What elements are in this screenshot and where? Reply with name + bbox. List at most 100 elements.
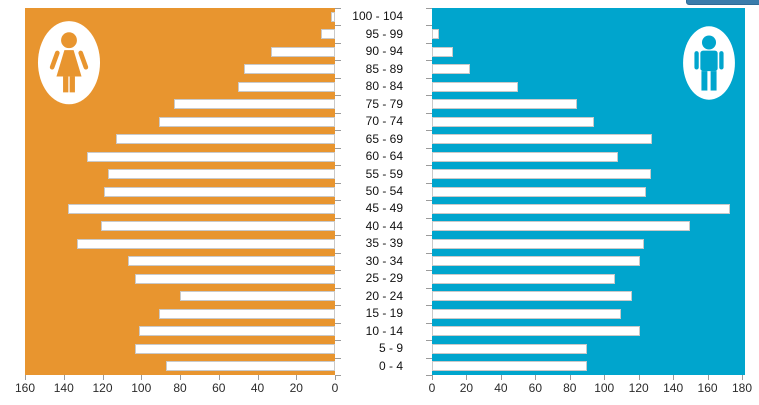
row-tick [335, 287, 341, 289]
row-tick [335, 305, 341, 307]
bar-male-20-24[interactable] [432, 291, 632, 302]
bar-male-0-4[interactable] [432, 361, 587, 372]
x-axis-tick [63, 375, 65, 380]
female-icon [37, 21, 101, 105]
row-tick [426, 182, 432, 184]
bar-female-50-54[interactable] [104, 186, 335, 197]
row-tick [426, 25, 432, 27]
bar-female-5-9[interactable] [135, 343, 335, 354]
age-group-label-55-59: 55 - 59 [365, 166, 403, 181]
row-tick [426, 305, 432, 307]
bar-female-60-64[interactable] [87, 151, 335, 162]
bar-male-55-59[interactable] [432, 169, 651, 180]
row-tick [335, 165, 341, 167]
row-tick [335, 340, 341, 342]
row-tick [335, 42, 341, 44]
bar-female-25-29[interactable] [135, 273, 335, 284]
bar-female-95-99[interactable] [321, 29, 335, 40]
bar-female-30-34[interactable] [127, 256, 335, 267]
bar-male-45-49[interactable] [432, 203, 730, 214]
bar-male-70-74[interactable] [432, 116, 594, 127]
row-tick [426, 60, 432, 62]
x-axis-tick [180, 375, 181, 380]
age-group-label-100-104: 100 - 104 [352, 9, 403, 24]
bar-male-65-69[interactable] [432, 134, 653, 145]
x-axis-label-male-100: 100 [594, 381, 615, 395]
age-group-label-5-9: 5 - 9 [378, 341, 403, 356]
bar-male-90-94[interactable] [432, 46, 453, 57]
bar-male-50-54[interactable] [432, 186, 646, 197]
male-icon [683, 26, 735, 100]
row-tick [426, 77, 432, 79]
x-axis-tick [335, 375, 336, 380]
x-axis-tick [296, 375, 298, 380]
row-tick [426, 95, 432, 97]
bar-male-35-39[interactable] [432, 238, 644, 249]
bar-male-15-19[interactable] [432, 308, 622, 319]
x-axis-tick [218, 375, 220, 380]
row-tick [335, 235, 341, 237]
age-group-label-50-54: 50 - 54 [365, 184, 403, 198]
row-tick [335, 357, 341, 359]
row-tick [426, 270, 432, 272]
partial-button[interactable] [686, 0, 759, 5]
age-group-label-30-34: 30 - 34 [365, 253, 403, 268]
row-tick [335, 217, 341, 219]
bar-male-80-84[interactable] [432, 81, 519, 92]
x-axis-tick [604, 375, 606, 380]
bar-male-75-79[interactable] [432, 99, 577, 110]
age-group-label-0-4: 0 - 4 [378, 358, 403, 373]
x-axis-label-female-40: 40 [250, 381, 265, 395]
bar-male-60-64[interactable] [432, 151, 618, 162]
bar-female-65-69[interactable] [116, 134, 335, 145]
bar-male-25-29[interactable] [432, 273, 615, 284]
row-tick [426, 130, 432, 132]
bar-female-0-4[interactable] [166, 361, 335, 372]
row-tick [426, 287, 432, 289]
bar-female-90-94[interactable] [271, 46, 335, 57]
x-axis-label-female-140: 140 [53, 381, 74, 395]
age-group-label-85-89: 85 - 89 [365, 61, 403, 76]
row-tick [335, 252, 341, 254]
bar-female-15-19[interactable] [158, 308, 335, 319]
bar-female-10-14[interactable] [139, 326, 335, 337]
bar-male-95-99[interactable] [432, 29, 439, 40]
bar-female-70-74[interactable] [158, 116, 335, 127]
age-group-label-25-29: 25 - 29 [365, 271, 403, 286]
row-tick [335, 147, 341, 149]
bar-female-35-39[interactable] [77, 238, 335, 249]
bar-male-85-89[interactable] [432, 64, 470, 75]
row-tick [335, 8, 341, 9]
x-axis-tick [141, 375, 143, 380]
row-tick [426, 165, 432, 167]
row-tick [335, 95, 341, 97]
bar-female-100-104[interactable] [331, 11, 335, 22]
bar-female-55-59[interactable] [108, 169, 335, 180]
bar-male-5-9[interactable] [432, 343, 587, 354]
x-axis-label-male-180: 180 [731, 381, 753, 395]
bar-female-85-89[interactable] [243, 64, 335, 75]
row-tick [426, 357, 432, 359]
bar-female-45-49[interactable] [67, 203, 335, 214]
bar-female-40-44[interactable] [100, 221, 335, 232]
bar-male-40-44[interactable] [432, 221, 691, 232]
row-tick [335, 200, 341, 202]
age-group-label-40-44: 40 - 44 [365, 218, 403, 233]
row-tick [426, 147, 432, 149]
x-axis-tick [638, 375, 640, 380]
bar-male-30-34[interactable] [432, 256, 641, 267]
x-axis-label-male-140: 140 [663, 381, 684, 395]
age-group-label-95-99: 95 - 99 [365, 26, 403, 41]
x-axis-label-female-20: 20 [289, 381, 303, 395]
bar-female-80-84[interactable] [238, 81, 335, 92]
bar-female-20-24[interactable] [180, 291, 335, 302]
x-axis-tick [25, 375, 26, 380]
age-group-label-20-24: 20 - 24 [365, 288, 403, 303]
row-tick [426, 42, 432, 44]
bar-female-75-79[interactable] [174, 99, 335, 110]
row-tick [335, 60, 341, 62]
age-group-label-60-64: 60 - 64 [365, 149, 403, 164]
age-group-label-35-39: 35 - 39 [365, 236, 403, 251]
bar-male-10-14[interactable] [432, 326, 641, 337]
